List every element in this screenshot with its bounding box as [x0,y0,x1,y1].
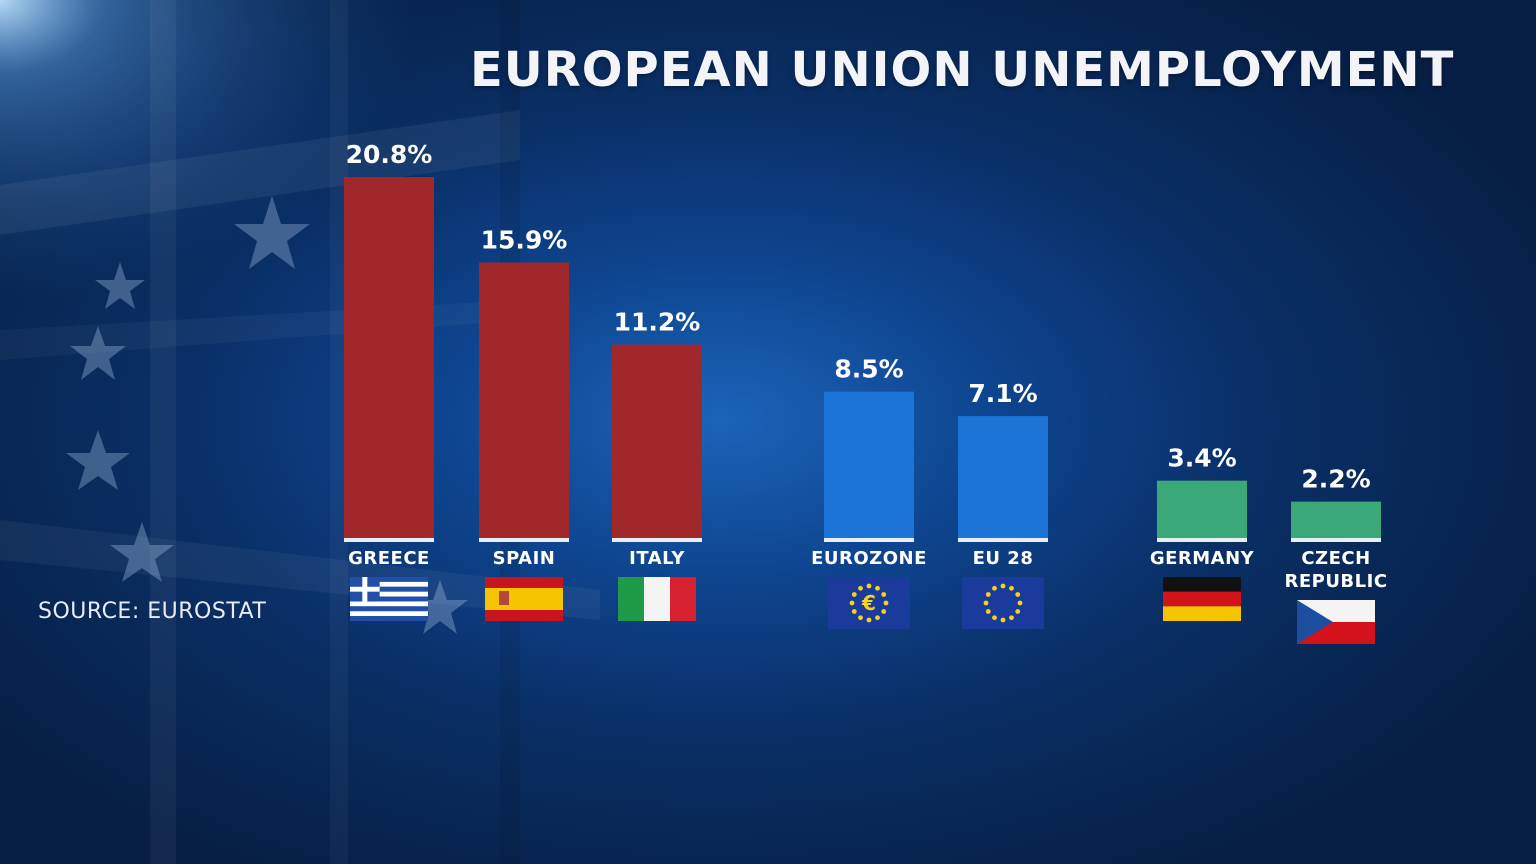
germany-flag-icon [1163,577,1241,621]
value-label-italy: 11.2% [614,308,701,337]
category-label-czech-republic-line-1: CZECH [1301,548,1370,569]
bar-base-eurozone [824,538,914,542]
value-label-eurozone: 8.5% [834,355,903,384]
bar-base-eu-28 [958,538,1048,542]
bar-germany [1157,480,1247,540]
category-label-eurozone: EUROZONE [811,548,927,569]
bar-base-czech-republic [1291,538,1381,542]
category-label-spain: SPAIN [493,548,556,569]
value-label-spain: 15.9% [481,226,568,255]
category-label-eu-28: EU 28 [973,548,1034,569]
source-note: SOURCE: EUROSTAT [38,599,267,624]
bar-spain [479,262,569,540]
bar-base-germany [1157,538,1247,542]
bar-italy [612,344,702,540]
eu-flag-icon [962,577,1044,629]
bar-czech-republic [1291,501,1381,540]
category-label-greece: GREECE [348,548,430,569]
bar-base-spain [479,538,569,542]
svg-text:€: € [861,591,876,615]
spain-flag-icon [485,577,563,621]
chart-title: EUROPEAN UNION UNEMPLOYMENT [470,42,1455,98]
value-label-eu-28: 7.1% [968,379,1037,408]
category-label-italy: ITALY [629,548,685,569]
greece-flag-icon [350,577,428,621]
bar-greece [344,177,434,541]
italy-flag-icon [618,577,696,621]
value-label-greece: 20.8% [346,140,433,169]
value-label-czech-republic: 2.2% [1301,465,1370,494]
bar-eurozone [824,391,914,540]
bar-base-greece [344,538,434,542]
bar-eu-28 [958,416,1048,540]
eu-flag-euro-icon: € [828,577,910,629]
czech-flag-icon [1297,600,1375,644]
category-label-germany: GERMANY [1150,548,1255,569]
value-label-germany: 3.4% [1167,444,1236,473]
bar-base-italy [612,538,702,542]
category-label-czech-republic-line-2: REPUBLIC [1284,571,1387,592]
